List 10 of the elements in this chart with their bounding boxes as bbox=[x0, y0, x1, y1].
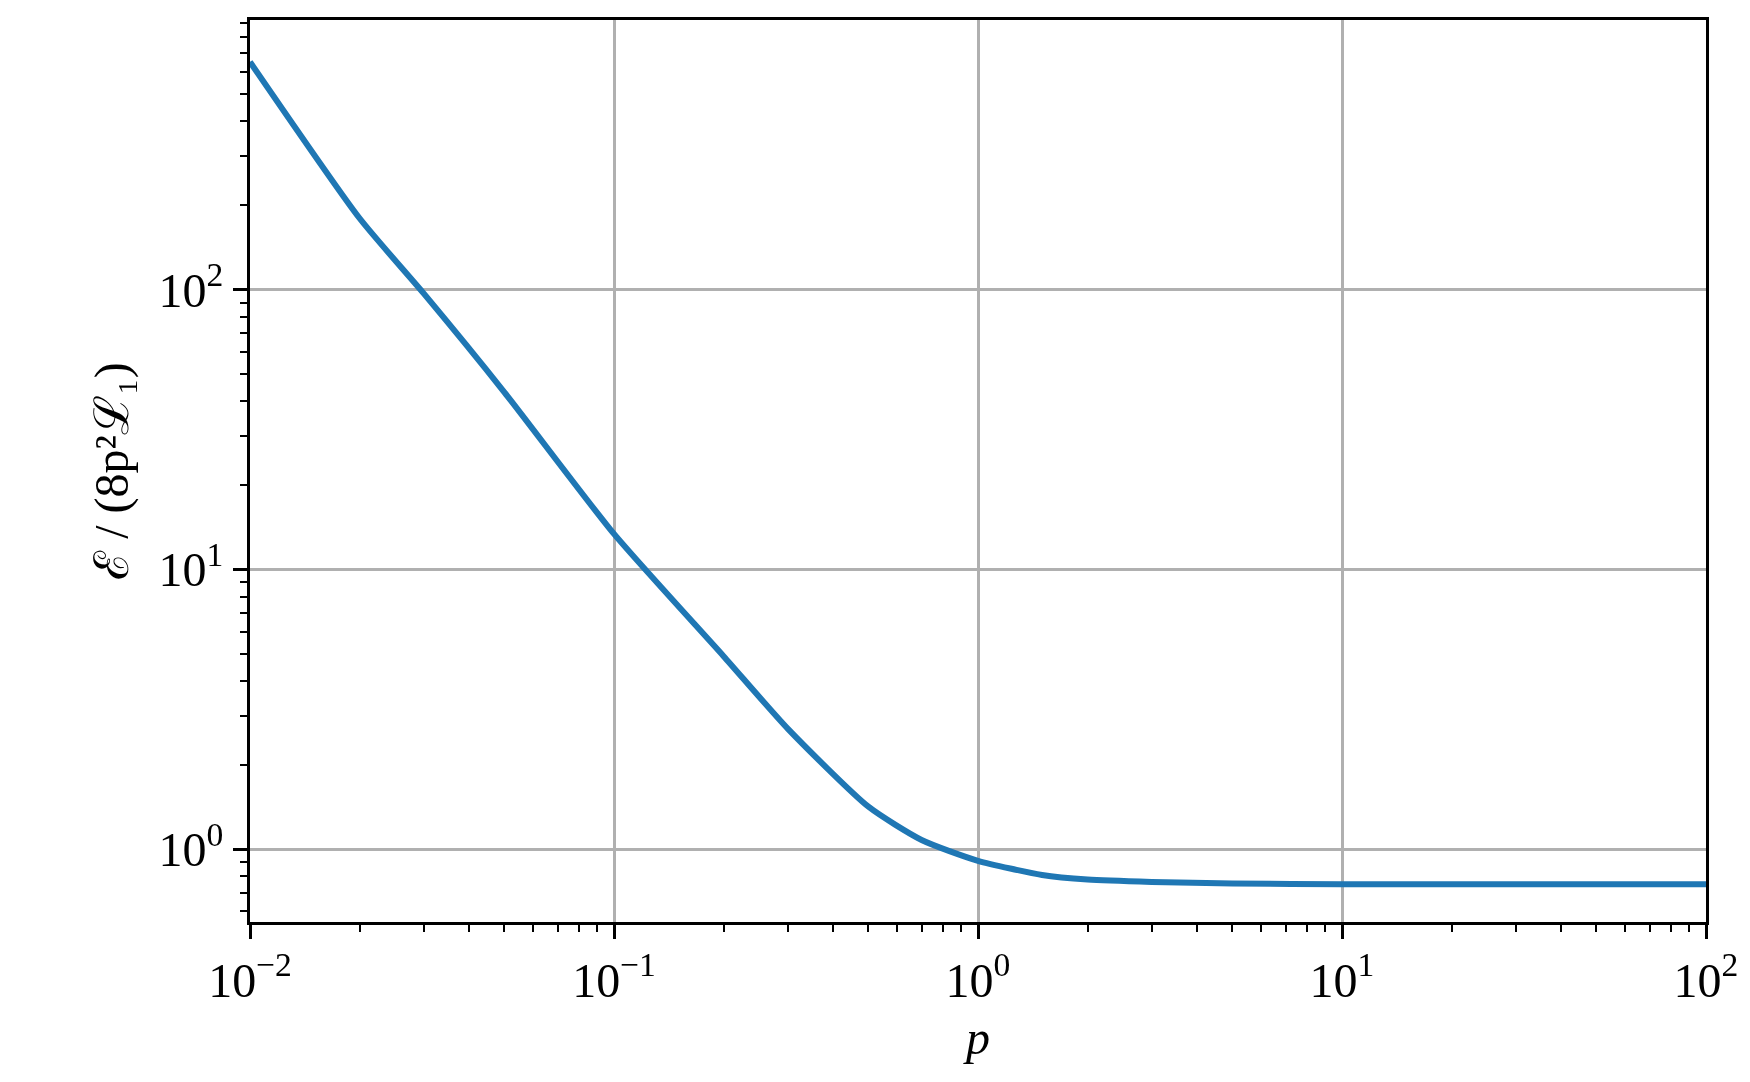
x-axis-title: p bbox=[963, 1010, 990, 1064]
x-tick-label: 10$^{0}$ bbox=[945, 946, 1011, 1007]
y-tick-label: 10$^{0}$ bbox=[158, 815, 224, 877]
y-tick-label: 10$^{1}$ bbox=[158, 536, 224, 597]
x-tick-label: 10$^{2}$ bbox=[1673, 946, 1739, 1007]
x-tick-label: 10$^{−2}$ bbox=[208, 946, 292, 1007]
x-tick-label: 10$^{1}$ bbox=[1309, 946, 1375, 1007]
x-tick-label: 10$^{−1}$ bbox=[572, 946, 656, 1007]
y-tick-label: 10$^{2}$ bbox=[158, 256, 224, 317]
y-axis-title: ℰ / (8p²ℒ₁) bbox=[85, 362, 140, 580]
